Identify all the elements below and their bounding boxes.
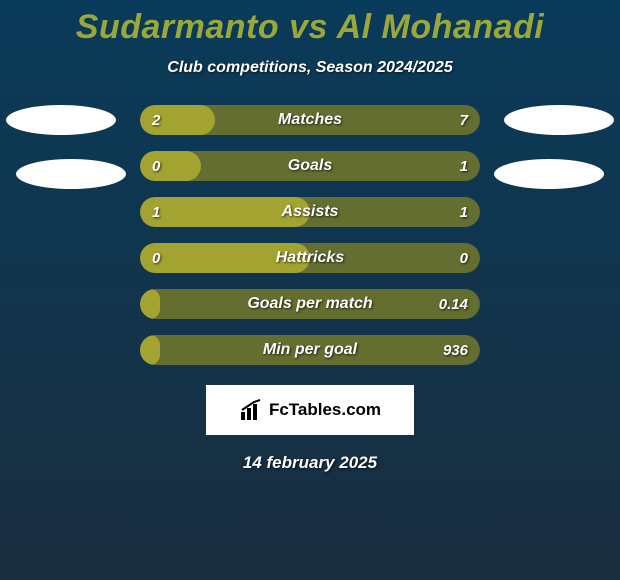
stat-bar: 27Matches	[140, 105, 480, 135]
stat-bar: 01Goals	[140, 151, 480, 181]
comparison-card: Sudarmanto vs Al Mohanadi Club competiti…	[0, 0, 620, 580]
stat-bar-right-fill	[140, 289, 480, 319]
snapshot-date: 14 february 2025	[0, 453, 620, 473]
bar-list: 27Matches 01Goals 11Assists 00Hattricks 0.14…	[140, 105, 480, 365]
player1-avatar-placeholder-1	[6, 105, 116, 135]
stat-bar: 11Assists	[140, 197, 480, 227]
stat-bar-left-fill	[140, 197, 310, 227]
stat-bar: 00Hattricks	[140, 243, 480, 273]
fctables-icon	[239, 398, 263, 422]
stat-bar-left-fill	[140, 289, 160, 319]
player2-avatar-placeholder-1	[504, 105, 614, 135]
stat-bar: 0.14Goals per match	[140, 289, 480, 319]
stat-bar-left-fill	[140, 151, 201, 181]
stats-region: 27Matches 01Goals 11Assists 00Hattricks 0.14…	[0, 105, 620, 365]
subtitle: Club competitions, Season 2024/2025	[0, 59, 620, 77]
stat-bar-left-fill	[140, 335, 160, 365]
brand-logo-text: FcTables.com	[269, 400, 381, 420]
stat-bar-right-fill	[140, 335, 480, 365]
brand-logo: FcTables.com	[206, 385, 414, 435]
player2-name: Al Mohanadi	[337, 8, 545, 46]
stat-bar: 936Min per goal	[140, 335, 480, 365]
player1-name: Sudarmanto	[76, 8, 279, 46]
stat-bar-left-fill	[140, 105, 215, 135]
player1-avatar-placeholder-2	[16, 159, 126, 189]
player2-avatar-placeholder-2	[494, 159, 604, 189]
stat-bar-left-fill	[140, 243, 310, 273]
vs-text: vs	[279, 8, 336, 46]
page-title: Sudarmanto vs Al Mohanadi	[0, 0, 620, 47]
